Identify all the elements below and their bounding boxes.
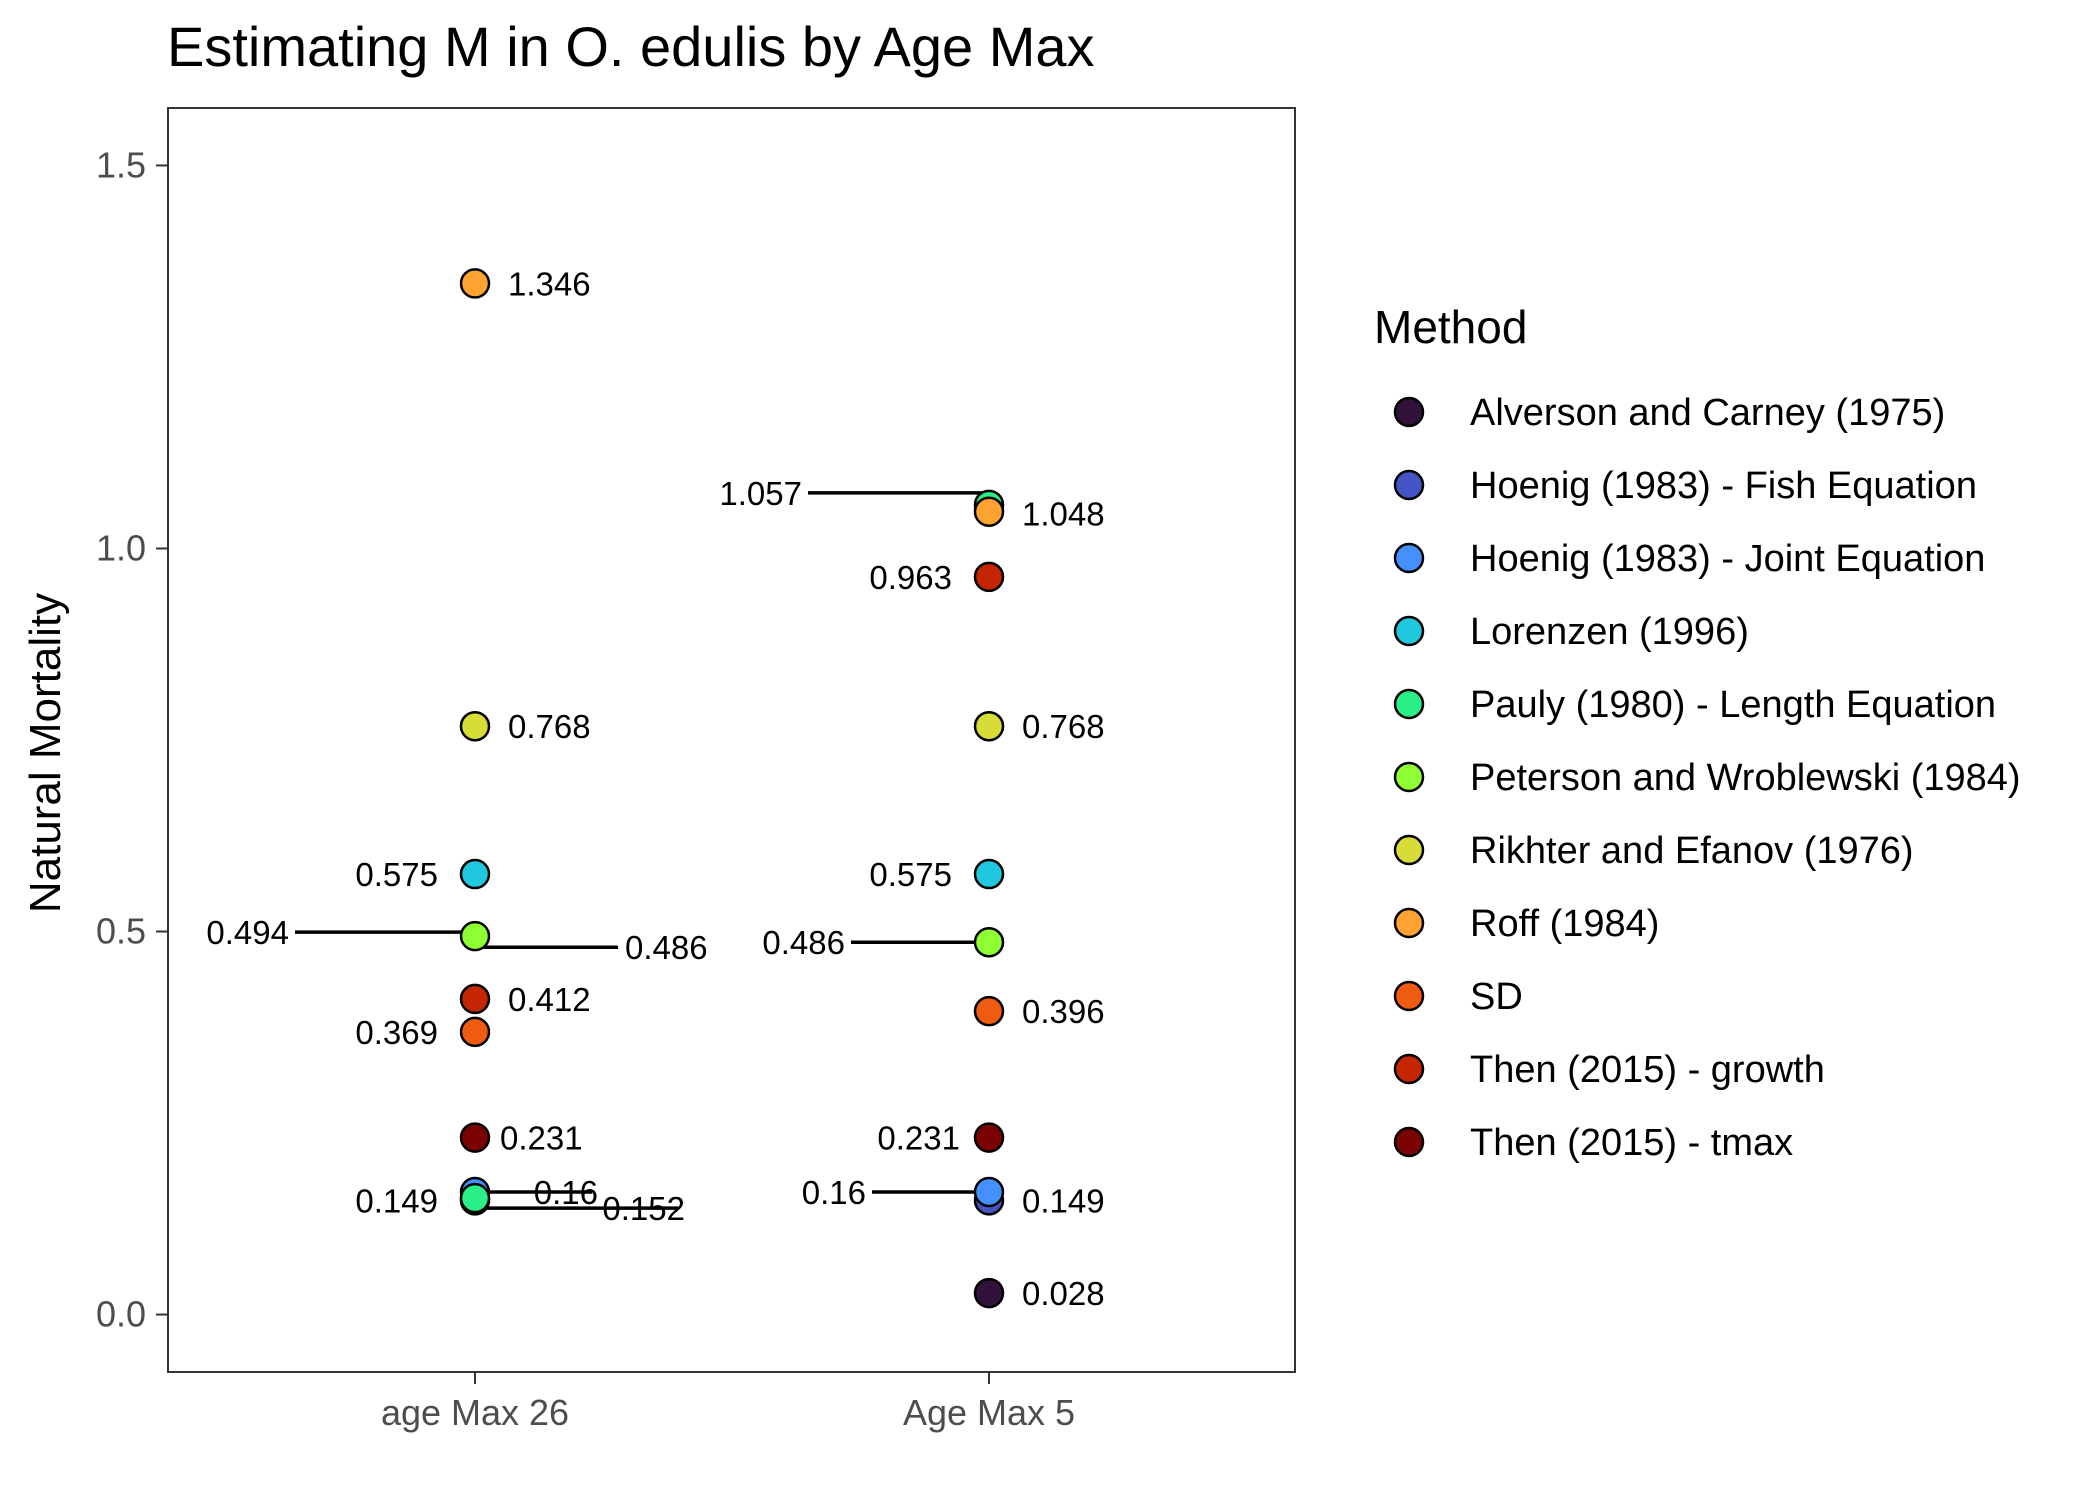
x-axis: age Max 26 Age Max 5: [381, 1372, 1075, 1433]
data-point: [973, 1277, 1005, 1309]
legend-label: Alverson and Carney (1975): [1470, 392, 1945, 434]
legend-label: SD: [1470, 976, 1523, 1018]
data-point: [973, 926, 1005, 958]
data-label: 0.152: [602, 1190, 685, 1227]
data-label: 0.16: [802, 1174, 866, 1211]
data-point: [459, 268, 491, 299]
y-tick-label: 0.5: [96, 911, 146, 952]
x-tick-label: age Max 26: [381, 1392, 569, 1433]
legend-label: Lorenzen (1996): [1470, 611, 1749, 653]
chart-title: Estimating M in O. edulis by Age Max: [167, 15, 1095, 78]
legend-title: Method: [1374, 301, 1527, 353]
data-label: 0.16: [534, 1174, 598, 1211]
legend-label: Then (2015) - growth: [1470, 1049, 1825, 1091]
data-point: [459, 1182, 491, 1214]
data-label: 0.369: [355, 1014, 438, 1051]
data-label: 0.575: [869, 856, 952, 893]
data-point: [973, 995, 1005, 1027]
data-point: [459, 1122, 491, 1153]
data-point: [459, 858, 491, 890]
data-label: 0.768: [1022, 708, 1105, 745]
legend-label: Hoenig (1983) - Fish Equation: [1470, 465, 1977, 507]
data-point: [459, 983, 491, 1015]
data-point: [459, 710, 491, 742]
legend-key: [1393, 615, 1425, 647]
data-label: 0.028: [1022, 1275, 1105, 1312]
legend-label: Rikhter and Efanov (1976): [1470, 830, 1914, 872]
y-axis: 0.0 0.5 1.0 1.5: [96, 144, 168, 1335]
legend-key: [1393, 396, 1425, 428]
data-point: [973, 1122, 1005, 1153]
legend: Method Alverson and Carney (1975) Hoenig …: [1374, 301, 2021, 1164]
data-points: [459, 268, 1005, 1309]
data-label: 1.048: [1022, 496, 1105, 533]
data-label: 0.486: [762, 924, 845, 961]
legend-key: [1393, 761, 1425, 793]
legend-key: [1393, 1053, 1425, 1085]
data-label: 0.486: [625, 929, 708, 966]
data-point: [973, 710, 1005, 742]
data-label: 0.768: [508, 708, 591, 745]
legend-label: Then (2015) - tmax: [1470, 1122, 1793, 1164]
data-label: 0.412: [508, 981, 591, 1018]
legend-label: Peterson and Wroblewski (1984): [1470, 757, 2021, 799]
data-label: 0.231: [500, 1120, 583, 1157]
data-label: 0.396: [1022, 993, 1105, 1030]
legend-key: [1393, 980, 1425, 1012]
legend-label: Roff (1984): [1470, 903, 1659, 945]
data-label: 0.575: [355, 856, 438, 893]
data-label: 0.963: [869, 559, 952, 596]
data-label: 1.346: [508, 265, 591, 302]
data-point: [459, 920, 491, 952]
y-axis-title: Natural Mortality: [21, 593, 70, 913]
y-tick-label: 1.0: [96, 527, 146, 568]
data-label: 0.149: [355, 1182, 438, 1219]
data-label: 0.149: [1022, 1182, 1105, 1219]
legend-key: [1393, 907, 1425, 939]
data-point: [973, 496, 1005, 527]
label-leader-lines: [295, 491, 985, 1210]
data-point: [973, 561, 1005, 593]
legend-label: Pauly (1980) - Length Equation: [1470, 684, 1996, 726]
data-point: [459, 1016, 491, 1048]
legend-label: Hoenig (1983) - Joint Equation: [1470, 538, 1985, 580]
legend-key: [1393, 834, 1425, 866]
y-tick-label: 1.5: [96, 144, 146, 185]
plot-panel: [167, 107, 1296, 1373]
x-tick-label: Age Max 5: [903, 1392, 1075, 1433]
data-point: [973, 1176, 1005, 1208]
data-label: 0.494: [206, 914, 289, 951]
data-label: 0.231: [877, 1120, 960, 1157]
legend-key: [1393, 542, 1425, 574]
data-labels: 0.028 0.149 0.149 0.16 0.16 0.575 0.575 0.152 1.…: [206, 265, 1104, 1312]
data-point: [973, 858, 1005, 890]
legend-key: [1393, 1126, 1425, 1158]
data-label: 1.057: [719, 475, 802, 512]
legend-key: [1393, 469, 1425, 501]
y-tick-label: 0.0: [96, 1294, 146, 1335]
legend-key: [1393, 688, 1425, 720]
